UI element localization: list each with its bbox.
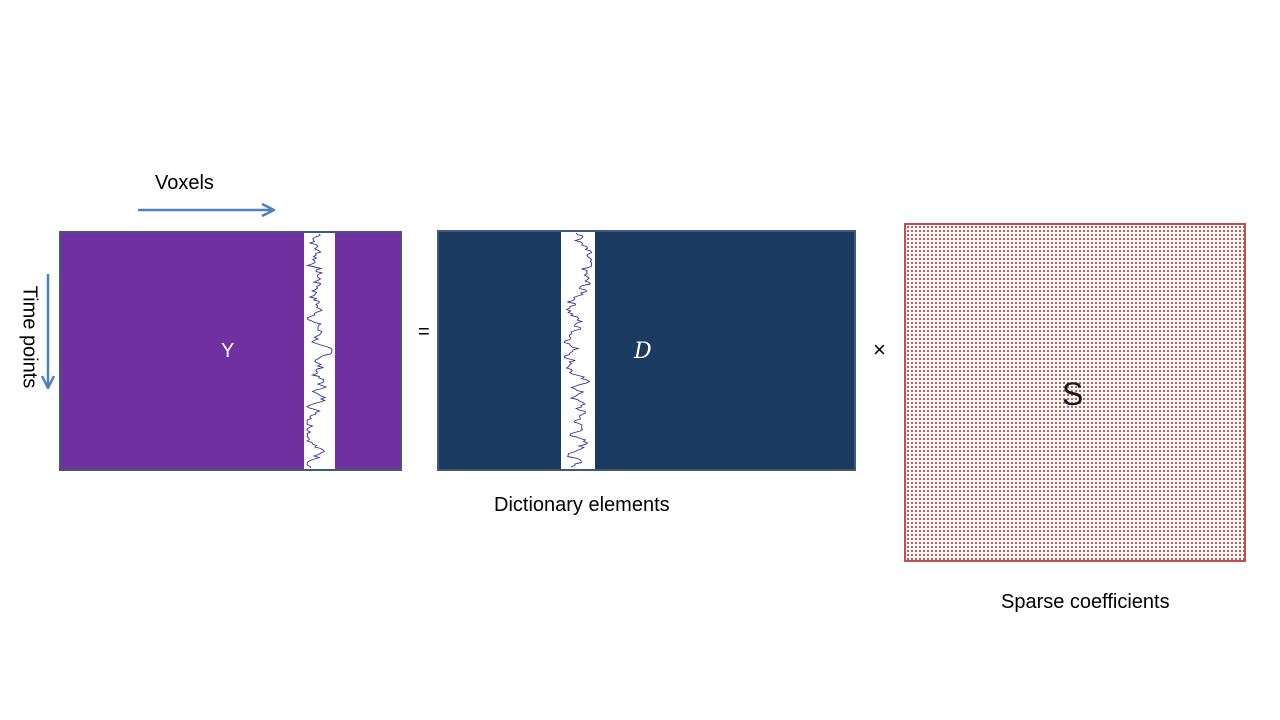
timeseries-trace-icon bbox=[306, 233, 333, 469]
time-points-arrow-icon bbox=[40, 274, 56, 390]
dictionary-trace-icon bbox=[563, 232, 593, 468]
voxel-timeseries-column bbox=[304, 233, 335, 469]
matrix-s-symbol: S bbox=[1062, 376, 1084, 412]
equals-operator: = bbox=[418, 321, 430, 343]
voxels-axis-label: Voxels bbox=[155, 172, 214, 194]
dictionary-matrix-d bbox=[437, 230, 856, 471]
data-matrix-y bbox=[59, 231, 402, 471]
matrix-y-symbol: Y bbox=[221, 340, 235, 362]
dictionary-elements-caption: Dictionary elements bbox=[494, 494, 670, 516]
voxels-arrow-icon bbox=[138, 202, 276, 218]
matrix-d-symbol: D bbox=[634, 339, 652, 364]
dictionary-atom-column bbox=[561, 232, 595, 469]
multiply-operator: × bbox=[873, 337, 886, 362]
sparse-matrix-s bbox=[904, 223, 1246, 562]
sparse-coefficients-caption: Sparse coefficients bbox=[1001, 591, 1170, 613]
